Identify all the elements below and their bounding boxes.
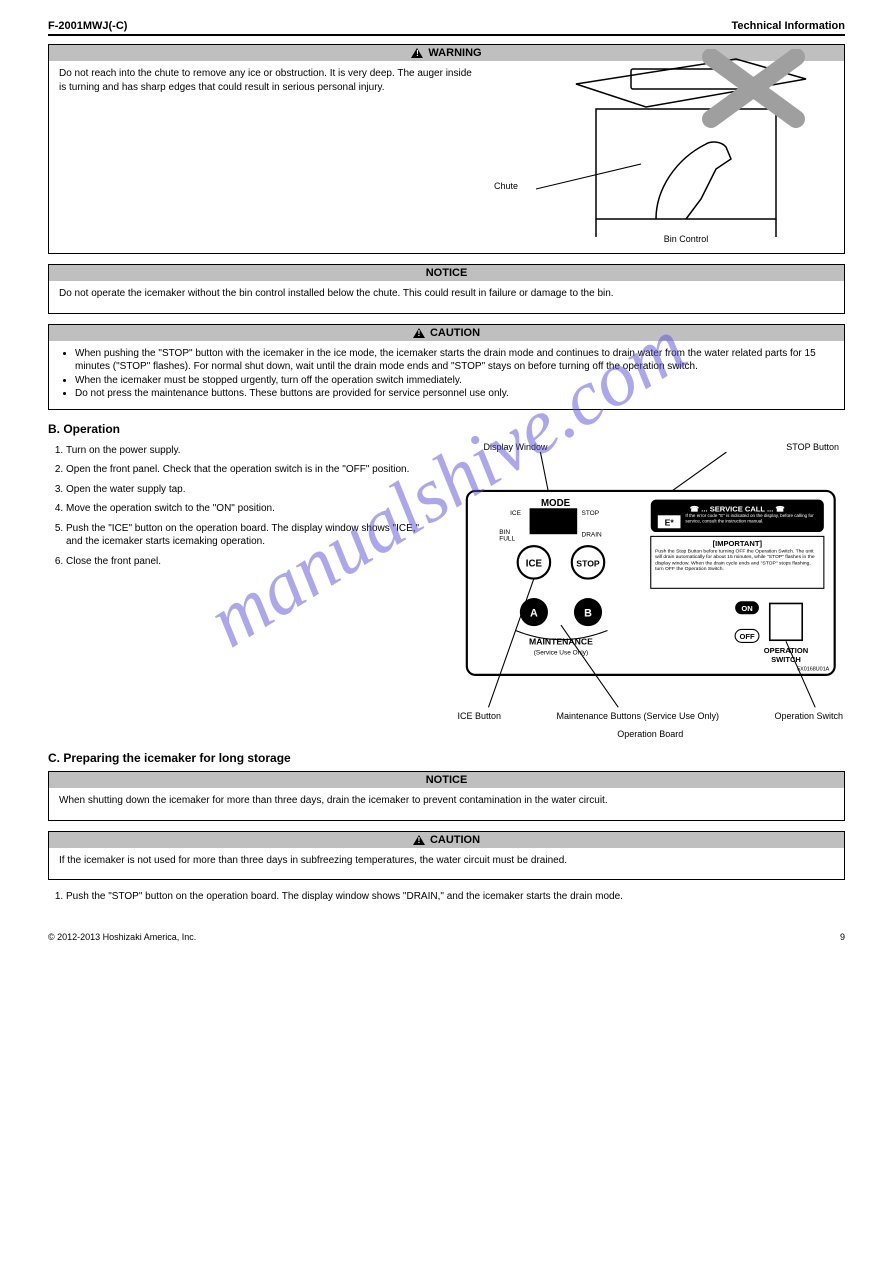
page-number: 9 [840,932,845,942]
svg-text:B: B [584,607,592,619]
svg-text:STOP: STOP [581,509,599,516]
bin-illustration: Chute Bin Control [536,49,836,242]
svg-text:STOP: STOP [576,558,600,568]
svg-text:[IMPORTANT]: [IMPORTANT] [712,539,762,548]
section-operation-title: B. Operation [48,422,845,436]
caution-item-1: When pushing the "STOP" button with the … [75,347,834,374]
caution-body: When pushing the "STOP" button with the … [49,341,844,409]
svg-text:5X0168U01A: 5X0168U01A [797,666,829,672]
svg-text:SWITCH: SWITCH [771,654,801,663]
svg-text:MAINTENANCE: MAINTENANCE [529,636,593,646]
callout-op-switch: Operation Switch [774,711,843,721]
svg-text:ICE: ICE [510,509,521,516]
notice2-text: When shutting down the icemaker for more… [59,794,834,808]
step-4: Move the operation switch to the "ON" po… [66,502,438,516]
notice2-header: NOTICE [49,772,844,788]
notice2-body: When shutting down the icemaker for more… [49,788,844,820]
caution-title: CAUTION [430,327,480,339]
chute-callout: Chute [494,181,518,191]
warning-title: WARNING [428,47,481,59]
prep-step-1: Push the "STOP" button on the operation … [66,890,845,904]
notice-body: Do not operate the icemaker without the … [49,281,844,313]
prep-steps: Push the "STOP" button on the operation … [48,890,845,904]
svg-text:A: A [529,607,537,619]
step-1: Turn on the power supply. [66,444,438,458]
warning-body: Do not reach into the chute to remove an… [49,61,486,106]
svg-text:FULL: FULL [499,535,515,542]
callout-maint-btns: Maintenance Buttons (Service Use Only) [501,711,774,721]
svg-text:ICE: ICE [525,558,542,569]
caution-item-2: When the icemaker must be stopped urgent… [75,374,834,388]
svg-text:E*: E* [664,517,674,527]
copyright: © 2012-2013 Hoshizaki America, Inc. [48,932,196,942]
model-number: F-2001MWJ(-C) [48,20,127,32]
notice-text: Do not operate the icemaker without the … [59,287,834,301]
operation-row: Turn on the power supply. Open the front… [48,442,845,740]
caution2-header: CAUTION [49,832,844,848]
operation-panel-illustration: MODE ICE STOP BIN FULL DRAIN ICE STOP A [456,452,846,712]
notice2-title: NOTICE [426,774,468,786]
caution2-body: If the icemaker is not used for more tha… [49,848,844,880]
svg-text:ON: ON [741,604,752,613]
callout-ice-btn: ICE Button [458,711,502,721]
caution-icon [413,328,425,338]
notice-box-bin-control: NOTICE Do not operate the icemaker witho… [48,264,845,314]
svg-text:☎ ... SERVICE CALL ... ☎: ☎ ... SERVICE CALL ... ☎ [689,504,785,513]
step-3: Open the water supply tap. [66,483,438,497]
notice-header: NOTICE [49,265,844,281]
section-prep-title: C. Preparing the icemaker for long stora… [48,751,845,765]
caution-item-3: Do not press the maintenance buttons. Th… [75,387,834,401]
warning-icon [411,48,423,58]
caution-header: CAUTION [49,325,844,341]
caution-box-draining: CAUTION When pushing the "STOP" button w… [48,324,845,410]
svg-text:OFF: OFF [739,632,755,641]
step-2: Open the front panel. Check that the ope… [66,463,438,477]
operation-panel-col: Display Window STOP Button MODE ICE STOP [456,442,846,740]
warning-box-chute: WARNING Do not reach into the chute to r… [48,44,845,254]
notice-box-storage: NOTICE When shutting down the icemaker f… [48,771,845,821]
caution2-icon [413,835,425,845]
warning-text: Do not reach into the chute to remove an… [59,67,476,94]
svg-text:DRAIN: DRAIN [581,531,601,538]
caution2-text: If the icemaker is not used for more tha… [59,854,834,868]
panel-caption: Operation Board [456,729,846,739]
operation-steps-col: Turn on the power supply. Open the front… [48,442,438,740]
doc-section: Technical Information [732,20,845,32]
callout-stop-btn: STOP Button [786,442,839,452]
step-6: Close the front panel. [66,555,438,569]
notice-title: NOTICE [426,267,468,279]
caution-box-subfreezing: CAUTION If the icemaker is not used for … [48,831,845,881]
bin-caption: Bin Control [536,234,836,244]
caution2-title: CAUTION [430,834,480,846]
svg-text:MODE: MODE [540,498,570,509]
page-header: F-2001MWJ(-C) Technical Information [48,20,845,36]
step-5: Push the "ICE" button on the operation b… [66,522,438,549]
callout-display: Display Window [484,442,548,452]
